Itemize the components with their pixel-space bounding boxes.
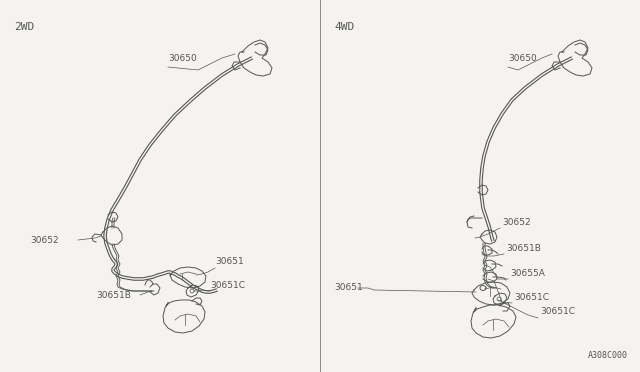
Text: 30651C: 30651C xyxy=(540,308,575,317)
Text: A308C000: A308C000 xyxy=(588,351,628,360)
Text: 30651: 30651 xyxy=(215,257,244,266)
Text: 30651C: 30651C xyxy=(514,294,549,302)
Text: 4WD: 4WD xyxy=(334,22,355,32)
Text: 30652: 30652 xyxy=(30,235,59,244)
Text: 30652: 30652 xyxy=(502,218,531,227)
Text: 30651: 30651 xyxy=(334,283,363,292)
Text: 30651B: 30651B xyxy=(96,291,131,299)
Text: 2WD: 2WD xyxy=(14,22,35,32)
Text: 30655A: 30655A xyxy=(510,269,545,279)
Text: 30650: 30650 xyxy=(168,54,196,62)
Text: 30651B: 30651B xyxy=(506,244,541,253)
Text: 30651C: 30651C xyxy=(210,280,245,289)
Text: 30650: 30650 xyxy=(508,54,537,62)
